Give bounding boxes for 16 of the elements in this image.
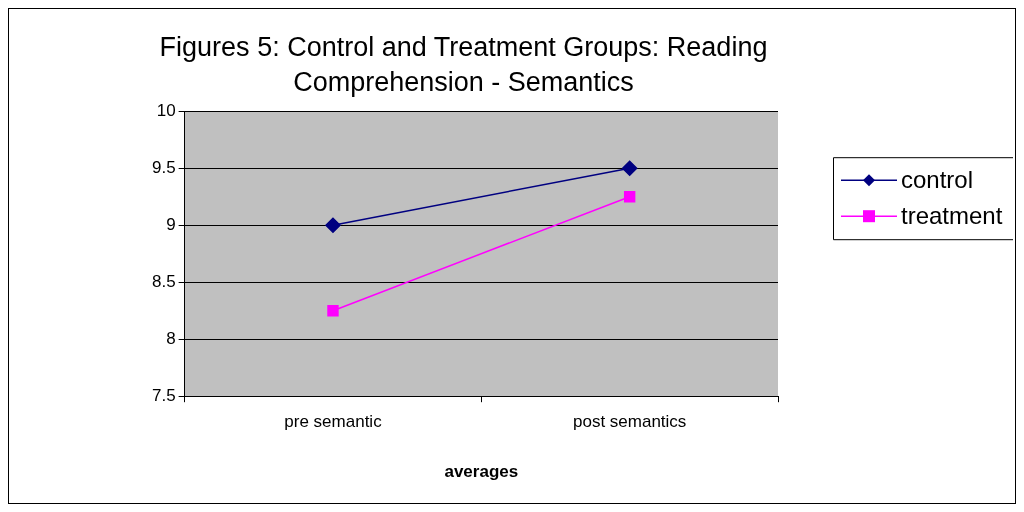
y-tick-label: 8.5 (151, 271, 176, 291)
y-tick-label: 9.5 (151, 157, 176, 177)
y-tick-label: 10 (156, 100, 176, 120)
legend-label: treatment (901, 201, 1003, 229)
point (325, 217, 341, 233)
x-axis-title: averages (444, 462, 519, 482)
point (623, 191, 636, 203)
x-tick-label: pre semantic (284, 412, 383, 432)
point (327, 305, 339, 317)
y-tick-label: 8 (166, 328, 176, 348)
x-tick-label: post semantics (572, 412, 687, 432)
legend-label: control (901, 165, 974, 193)
y-tick-label: 9 (166, 214, 176, 234)
y-tick-label: 7.5 (151, 385, 176, 405)
chart-title: Figures 5: Control and Treatment Groups: Reading Comprehension - Semantics (159, 32, 768, 98)
point (621, 160, 638, 176)
